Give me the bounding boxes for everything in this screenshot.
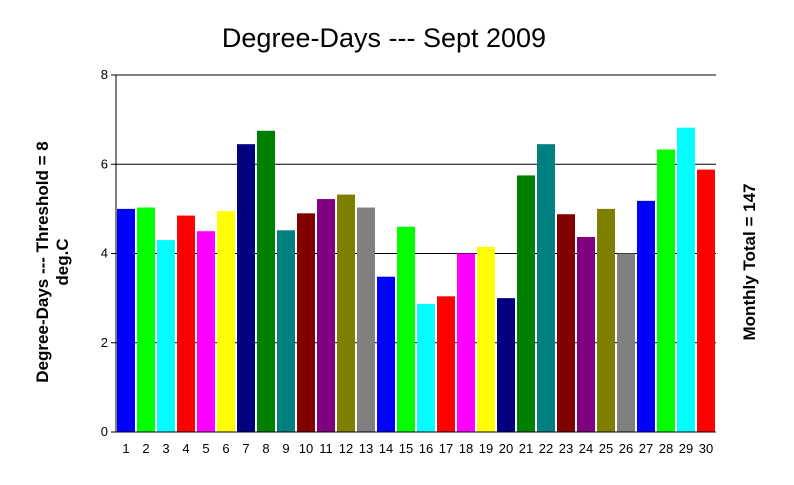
x-tick-label: 8: [262, 441, 269, 456]
bar-day-20: [497, 298, 515, 433]
x-tick-label: 13: [359, 441, 373, 456]
bars: [117, 127, 715, 433]
x-tick-label: 4: [182, 441, 189, 456]
bar-day-18: [457, 253, 475, 432]
x-tick-label: 20: [499, 441, 513, 456]
bar-day-6: [217, 211, 235, 432]
bar-day-9: [277, 230, 295, 432]
x-tick-label: 21: [519, 441, 533, 456]
bar-day-17: [437, 296, 455, 432]
bar-day-16: [417, 303, 435, 432]
x-tick-label: 29: [679, 441, 693, 456]
bar-day-11: [317, 199, 335, 432]
bar-day-26: [617, 253, 635, 432]
x-tick-label: 7: [242, 441, 249, 456]
bar-day-29: [677, 127, 695, 432]
bar-day-21: [517, 175, 535, 432]
x-tick-label: 30: [699, 441, 713, 456]
x-tick-label: 17: [439, 441, 453, 456]
x-tick-label: 16: [419, 441, 433, 456]
x-tick-labels: 1 2 3 4 5 6 7 8 9 10 11 12 13 14 15 16 17 18 19 20 21 22 23 24 2…: [122, 441, 713, 456]
bar-day-25: [597, 208, 615, 433]
x-tick-label: 25: [599, 441, 613, 456]
bar-day-15: [397, 226, 415, 432]
x-tick-label: 14: [379, 441, 393, 456]
bar-day-22: [537, 144, 555, 433]
bar-day-4: [177, 215, 195, 432]
y-tick-label: 6: [101, 156, 108, 171]
bar-day-2: [137, 207, 155, 432]
y-tick-label: 4: [101, 246, 108, 261]
y-tick-label: 0: [101, 424, 108, 439]
x-tick-label: 2: [142, 441, 149, 456]
bar-day-23: [557, 214, 575, 432]
y-tick-label: 2: [101, 335, 108, 350]
x-tick-label: 18: [459, 441, 473, 456]
y-tick-labels: 0 2 4 6 8: [101, 67, 116, 439]
bar-day-28: [657, 149, 675, 432]
bar-day-13: [357, 207, 375, 432]
x-tick-label: 12: [339, 441, 353, 456]
chart-title: Degree-Days --- Sept 2009: [222, 23, 546, 53]
bar-day-8: [257, 130, 275, 432]
monthly-total-label: Monthly Total = 147: [740, 184, 759, 341]
bar-day-1: [117, 208, 135, 433]
x-tick-label: 11: [319, 441, 333, 456]
gridlines: [116, 74, 716, 344]
bar-day-3: [157, 240, 175, 432]
x-tick-label: 5: [202, 441, 209, 456]
y-axis-label-line1: Degree-Days --- Threshold = 8: [33, 141, 52, 382]
x-tick-label: 19: [479, 441, 493, 456]
bar-day-7: [237, 144, 255, 433]
bar-day-12: [337, 194, 355, 432]
x-tick-label: 10: [299, 441, 313, 456]
x-tick-label: 27: [639, 441, 653, 456]
bar-day-24: [577, 236, 595, 432]
bar-day-27: [637, 200, 655, 432]
x-tick-label: 3: [162, 441, 169, 456]
x-tick-label: 22: [539, 441, 553, 456]
x-tick-label: 1: [122, 441, 129, 456]
x-tick-label: 26: [619, 441, 633, 456]
bar-day-30: [697, 169, 715, 433]
y-tick-label: 8: [101, 67, 108, 82]
x-tick-label: 23: [559, 441, 573, 456]
bar-day-14: [377, 276, 395, 432]
bar-day-10: [297, 213, 315, 432]
bar-day-19: [477, 246, 495, 432]
x-tick-label: 24: [579, 441, 593, 456]
bar-day-5: [197, 231, 215, 432]
x-tick-label: 15: [399, 441, 413, 456]
x-tick-label: 28: [659, 441, 673, 456]
y-axis-label-line2: deg.C: [53, 238, 72, 285]
x-tick-label: 6: [222, 441, 229, 456]
x-tick-label: 9: [282, 441, 289, 456]
